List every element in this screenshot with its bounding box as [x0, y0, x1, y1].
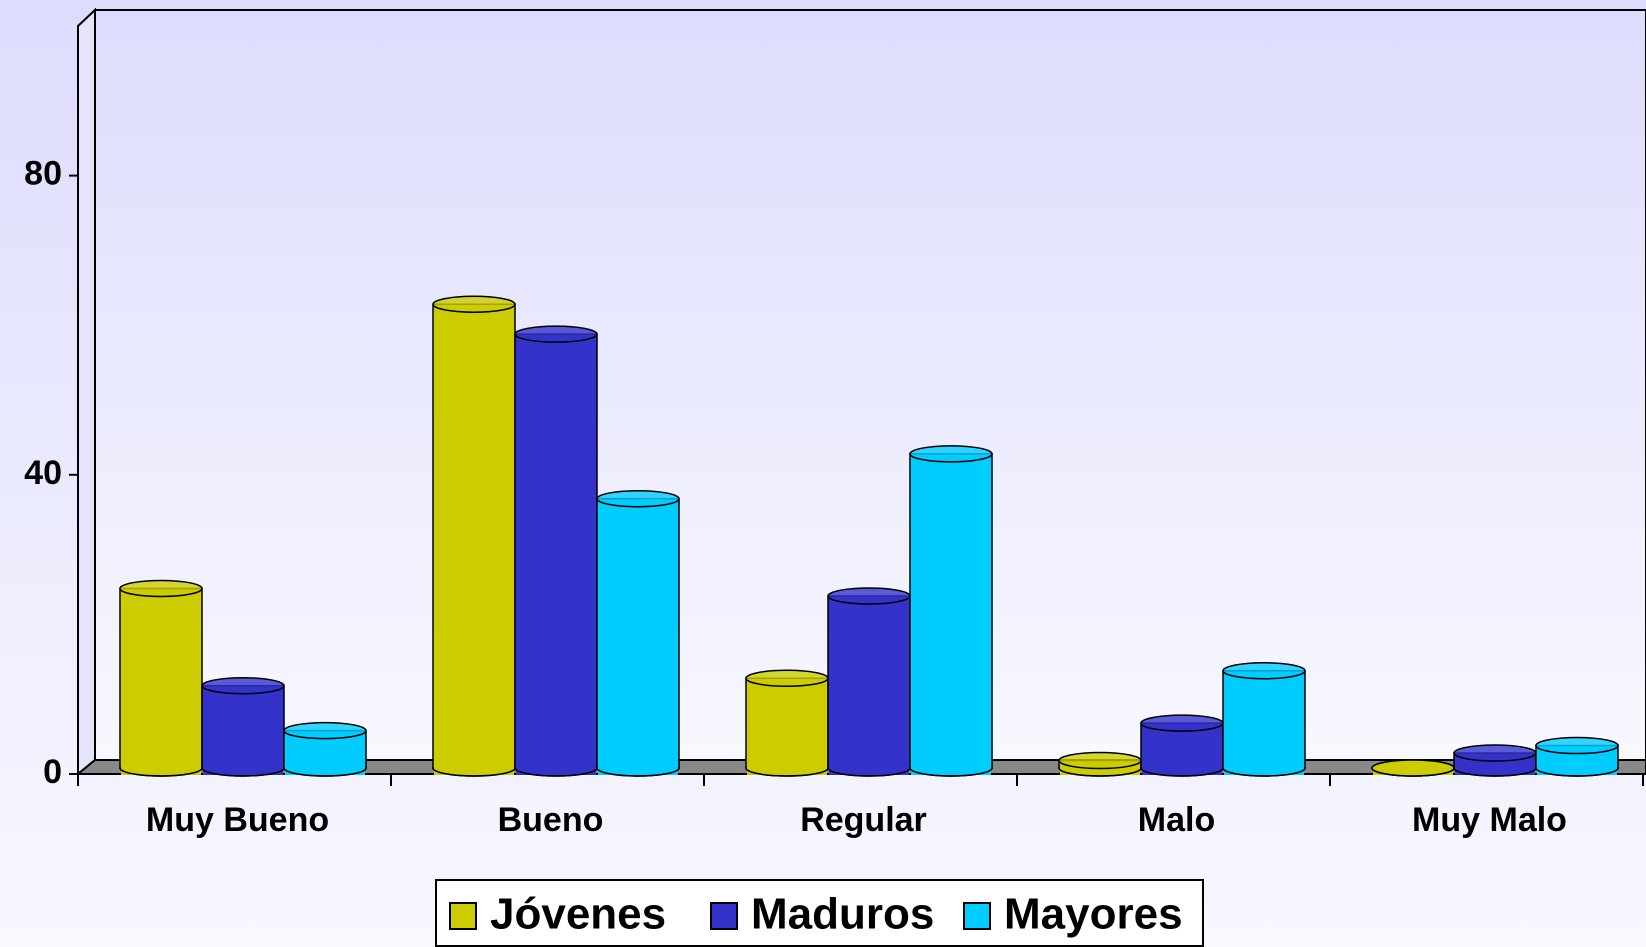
cylinder — [119, 579, 203, 777]
y-tick-label: 80 — [24, 155, 62, 193]
bar — [201, 684, 285, 769]
bar — [119, 587, 203, 769]
cylinder-edge — [1140, 767, 1224, 777]
cylinder-cover — [516, 767, 596, 775]
legend-swatch — [449, 902, 477, 930]
cylinder — [1222, 662, 1306, 777]
cylinder-top — [909, 445, 993, 463]
cylinder-edge — [1453, 767, 1537, 777]
cylinder-cover — [1537, 767, 1617, 775]
cylinder-top — [514, 325, 598, 343]
cylinder — [432, 295, 516, 777]
cylinder — [909, 445, 993, 777]
cylinder — [1371, 759, 1455, 777]
cylinder-top — [1058, 751, 1142, 770]
cylinder-edge — [1535, 767, 1619, 777]
cylinder-edge — [596, 767, 680, 777]
legend-swatch — [963, 902, 991, 930]
cylinder-edge — [1058, 767, 1142, 777]
cylinder-top — [283, 721, 367, 740]
y-tick-label: 40 — [24, 454, 62, 492]
cylinder — [201, 676, 285, 777]
legend-label: Maduros — [751, 890, 934, 939]
bar — [827, 595, 911, 769]
bar — [514, 333, 598, 769]
cylinder — [1140, 714, 1224, 777]
cylinder — [283, 721, 367, 777]
cylinder-cover — [1455, 767, 1535, 775]
cylinder-cover — [1224, 767, 1304, 775]
cylinder-cover — [747, 767, 827, 775]
bar — [596, 497, 680, 769]
y-tick-label: 0 — [43, 753, 62, 791]
cylinder — [1453, 744, 1537, 777]
legend-label: Mayores — [1004, 890, 1183, 939]
cylinder — [1058, 751, 1142, 777]
x-tick-label: Muy Bueno — [146, 801, 329, 839]
x-tick-label: Regular — [800, 801, 927, 839]
legend-label: Jóvenes — [490, 890, 666, 939]
cylinder-cover — [285, 767, 365, 775]
cylinder — [596, 489, 680, 777]
cylinder-edge — [432, 767, 516, 777]
cylinder — [1535, 736, 1619, 777]
cylinder-cover — [911, 767, 991, 775]
cylinder — [827, 587, 911, 777]
x-tick-label: Malo — [1138, 801, 1215, 839]
bar — [909, 453, 993, 769]
cylinder-cover — [829, 767, 909, 775]
cylinder-top — [1371, 759, 1455, 777]
cylinder-cover — [121, 767, 201, 775]
bar — [432, 303, 516, 769]
cylinder-top — [745, 669, 829, 687]
x-tick-label: Bueno — [498, 801, 604, 839]
cylinder-top — [1140, 714, 1224, 732]
cylinder-top — [1535, 736, 1619, 755]
side-wall — [77, 7, 96, 777]
cylinder-edge — [909, 767, 993, 777]
cylinder-edge — [119, 767, 203, 777]
legend-box — [435, 879, 1204, 947]
cylinder — [514, 325, 598, 777]
legend-swatch — [710, 902, 738, 930]
cylinder-top — [201, 676, 285, 695]
cylinder-cover — [1060, 767, 1140, 775]
bar — [1222, 670, 1306, 769]
cylinder-edge — [1222, 767, 1306, 777]
cylinder-edge — [201, 767, 285, 777]
cylinder-edge — [514, 767, 598, 777]
cylinder-edge — [827, 767, 911, 777]
cylinder-cover — [598, 767, 678, 775]
cylinder-top — [1453, 744, 1537, 762]
cylinder-cover — [1142, 767, 1222, 775]
cylinder-edge — [283, 767, 367, 777]
cylinder-top — [119, 579, 203, 598]
x-tick-label: Muy Malo — [1412, 801, 1567, 839]
cylinder-edge — [745, 767, 829, 777]
cylinder-cover — [203, 767, 283, 775]
cylinder-cover — [434, 767, 514, 775]
cylinder-top — [596, 489, 680, 508]
cylinder — [745, 669, 829, 777]
cylinder-top — [827, 587, 911, 605]
cylinder-top — [1222, 662, 1306, 680]
bar — [745, 677, 829, 769]
cylinder-top — [432, 295, 516, 313]
